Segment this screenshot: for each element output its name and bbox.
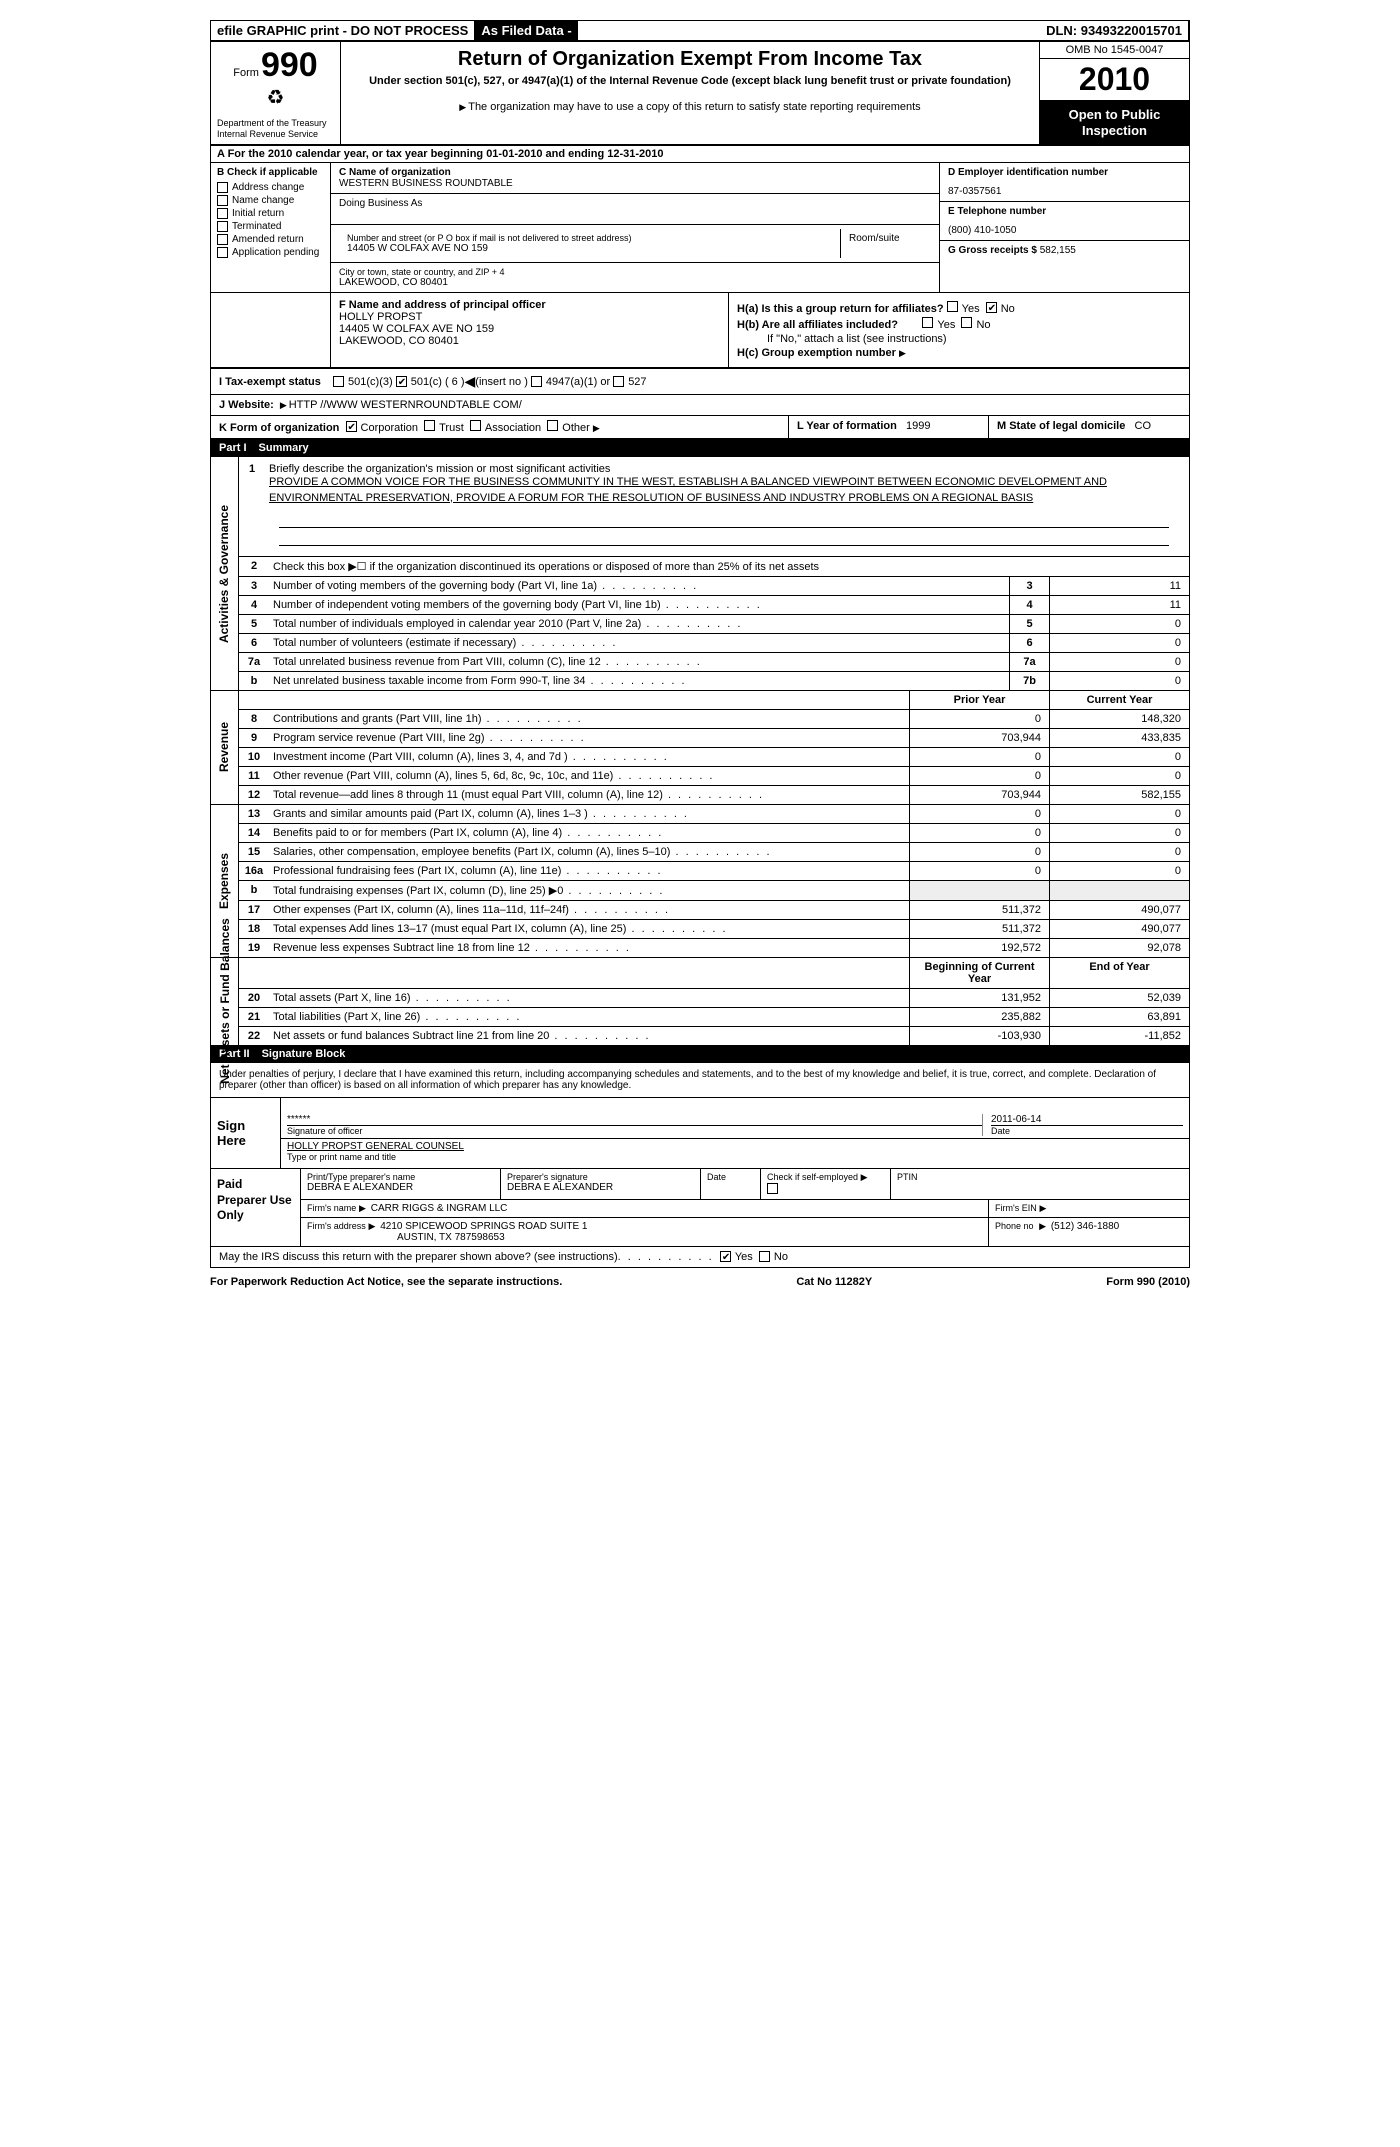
row-i-tax-status: I Tax-exempt status 501(c)(3) 501(c) ( 6… bbox=[211, 368, 1189, 395]
ha-yes[interactable] bbox=[947, 301, 958, 312]
net-assets-section: Net Assets or Fund Balances Beginning of… bbox=[211, 958, 1189, 1045]
officer-name: HOLLY PROPST GENERAL COUNSEL bbox=[287, 1141, 1183, 1152]
website-url: HTTP //WWW WESTERNROUNDTABLE COM/ bbox=[289, 399, 522, 411]
mission-block: 1Briefly describe the organization's mis… bbox=[239, 457, 1189, 557]
ha-no[interactable] bbox=[986, 302, 997, 313]
page-footer: For Paperwork Reduction Act Notice, see … bbox=[210, 1268, 1190, 1288]
as-filed: As Filed Data - bbox=[475, 21, 577, 40]
vlabel-net-assets: Net Assets or Fund Balances bbox=[211, 958, 239, 1045]
dln: DLN: 93493220015701 bbox=[1040, 21, 1189, 40]
row-a-tax-year: A For the 2010 calendar year, or tax yea… bbox=[211, 146, 1189, 163]
check-address-change[interactable]: Address change bbox=[217, 182, 324, 193]
gov-line-6: 6Total number of volunteers (estimate if… bbox=[239, 634, 1189, 653]
org-name: WESTERN BUSINESS ROUNDTABLE bbox=[339, 178, 931, 189]
activities-governance-section: Activities & Governance 1Briefly describ… bbox=[211, 457, 1189, 691]
group-return: H(a) Is this a group return for affiliat… bbox=[729, 293, 1189, 367]
form-title: Return of Organization Exempt From Incom… bbox=[349, 48, 1031, 71]
org-city: LAKEWOOD, CO 80401 bbox=[339, 277, 931, 288]
header-left: Form 990 ♻ Department of the Treasury In… bbox=[211, 42, 341, 144]
check-application-pending[interactable]: Application pending bbox=[217, 247, 324, 258]
exp-lines-16a: 16aProfessional fundraising fees (Part I… bbox=[239, 862, 1189, 881]
rev-lines-10: 10Investment income (Part VIII, column (… bbox=[239, 748, 1189, 767]
org-street: 14405 W COLFAX AVE NO 159 bbox=[347, 243, 832, 254]
tax-year: 2010 bbox=[1040, 59, 1189, 101]
form-990: efile GRAPHIC print - DO NOT PROCESS As … bbox=[210, 20, 1190, 1268]
gov-line-4: 4Number of independent voting members of… bbox=[239, 596, 1189, 615]
principal-officer: F Name and address of principal officer … bbox=[331, 293, 729, 367]
sign-date: 2011-06-14 bbox=[991, 1114, 1183, 1125]
gov-line-2: 2Check this box ▶☐ if the organization d… bbox=[239, 557, 1189, 577]
gov-line-3: 3Number of voting members of the governi… bbox=[239, 577, 1189, 596]
arrow-icon bbox=[459, 101, 468, 113]
self-employed-check[interactable] bbox=[767, 1183, 778, 1194]
exp-lines-19: 19Revenue less expenses Subtract line 18… bbox=[239, 939, 1189, 957]
part-1-header: Part I Summary bbox=[211, 439, 1189, 457]
revenue-section: Revenue Prior Year Current Year 8Contrib… bbox=[211, 691, 1189, 805]
sign-here-block: Sign Here ****** Signature of officer 20… bbox=[211, 1098, 1189, 1169]
row-j-website: J Website: HTTP //WWW WESTERNROUNDTABLE … bbox=[211, 395, 1189, 416]
firm-name: CARR RIGGS & INGRAM LLC bbox=[371, 1203, 508, 1214]
gross-receipts: 582,155 bbox=[1040, 245, 1076, 256]
top-bar: efile GRAPHIC print - DO NOT PROCESS As … bbox=[211, 21, 1189, 42]
ein: 87-0357561 bbox=[948, 186, 1181, 197]
exp-lines-13: 13Grants and similar amounts paid (Part … bbox=[239, 805, 1189, 824]
gov-line-7a: 7aTotal unrelated business revenue from … bbox=[239, 653, 1189, 672]
discuss-with-preparer: May the IRS discuss this return with the… bbox=[211, 1247, 1189, 1267]
recycle-icon: ♻ bbox=[217, 85, 334, 110]
exp-lines-17: 17Other expenses (Part IX, column (A), l… bbox=[239, 901, 1189, 920]
check-initial-return[interactable]: Initial return bbox=[217, 208, 324, 219]
public-inspection: Open to Public Inspection bbox=[1040, 101, 1189, 144]
treasury-dept: Department of the Treasury Internal Reve… bbox=[217, 118, 334, 140]
rev-lines-11: 11Other revenue (Part VIII, column (A), … bbox=[239, 767, 1189, 786]
col-d-e-g: D Employer identification number 87-0357… bbox=[939, 163, 1189, 292]
efile-notice: efile GRAPHIC print - DO NOT PROCESS bbox=[211, 21, 475, 40]
form-number: 990 bbox=[261, 46, 318, 85]
check-amended[interactable]: Amended return bbox=[217, 234, 324, 245]
row-f-h: F Name and address of principal officer … bbox=[211, 293, 1189, 368]
col-b-checkboxes: B Check if applicable Address change Nam… bbox=[211, 163, 331, 292]
rev-lines-9: 9Program service revenue (Part VIII, lin… bbox=[239, 729, 1189, 748]
hb-yes[interactable] bbox=[922, 317, 933, 328]
gov-line-b: bNet unrelated business taxable income f… bbox=[239, 672, 1189, 690]
revenue-header: Prior Year Current Year bbox=[239, 691, 1189, 710]
omb-number: OMB No 1545-0047 bbox=[1040, 42, 1189, 59]
exp-lines-b: bTotal fundraising expenses (Part IX, co… bbox=[239, 881, 1189, 901]
exp-lines-15: 15Salaries, other compensation, employee… bbox=[239, 843, 1189, 862]
net-assets-header: Beginning of Current Year End of Year bbox=[239, 958, 1189, 989]
exp-lines-14: 14Benefits paid to or for members (Part … bbox=[239, 824, 1189, 843]
check-name-change[interactable]: Name change bbox=[217, 195, 324, 206]
org-info-grid: B Check if applicable Address change Nam… bbox=[211, 163, 1189, 293]
hb-no[interactable] bbox=[961, 317, 972, 328]
check-terminated[interactable]: Terminated bbox=[217, 221, 324, 232]
expenses-section: Expenses 13Grants and similar amounts pa… bbox=[211, 805, 1189, 958]
part-2-header: Part II Signature Block bbox=[211, 1045, 1189, 1063]
paid-preparer-block: Paid Preparer Use Only Print/Type prepar… bbox=[211, 1169, 1189, 1247]
col-c-org-name: C Name of organization WESTERN BUSINESS … bbox=[331, 163, 939, 292]
header-title-block: Return of Organization Exempt From Incom… bbox=[341, 42, 1039, 144]
discuss-yes[interactable] bbox=[720, 1251, 731, 1262]
rev-lines-12: 12Total revenue—add lines 8 through 11 (… bbox=[239, 786, 1189, 804]
firm-phone: (512) 346-1880 bbox=[1051, 1221, 1119, 1232]
discuss-no[interactable] bbox=[759, 1251, 770, 1262]
header-right: OMB No 1545-0047 2010 Open to Public Ins… bbox=[1039, 42, 1189, 144]
gov-line-5: 5Total number of individuals employed in… bbox=[239, 615, 1189, 634]
rev-lines-8: 8Contributions and grants (Part VIII, li… bbox=[239, 710, 1189, 729]
row-k-l-m: K Form of organization Corporation Trust… bbox=[211, 416, 1189, 439]
preparer-name: DEBRA E ALEXANDER bbox=[307, 1182, 494, 1193]
exp-lines-18: 18Total expenses Add lines 13–17 (must e… bbox=[239, 920, 1189, 939]
vlabel-governance: Activities & Governance bbox=[211, 457, 239, 690]
perjury-statement: Under penalties of perjury, I declare th… bbox=[211, 1063, 1189, 1098]
na-lines-20: 20Total assets (Part X, line 16)131,9525… bbox=[239, 989, 1189, 1008]
mission-text: PROVIDE A COMMON VOICE FOR THE BUSINESS … bbox=[269, 475, 1179, 506]
telephone: (800) 410-1050 bbox=[948, 225, 1181, 236]
vlabel-revenue: Revenue bbox=[211, 691, 239, 804]
na-lines-21: 21Total liabilities (Part X, line 26)235… bbox=[239, 1008, 1189, 1027]
na-lines-22: 22Net assets or fund balances Subtract l… bbox=[239, 1027, 1189, 1045]
form-header: Form 990 ♻ Department of the Treasury In… bbox=[211, 42, 1189, 146]
